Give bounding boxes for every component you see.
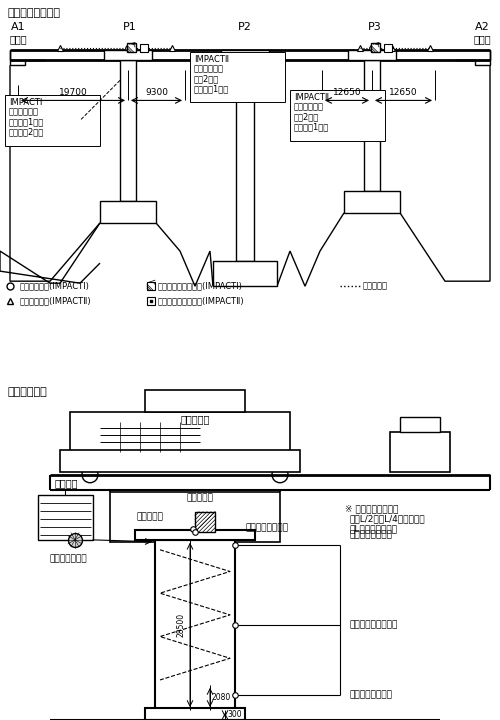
Polygon shape (455, 50, 490, 66)
Text: 橋脚中間部センサー: 橋脚中間部センサー (350, 621, 399, 629)
Bar (5, 95, 100, 145)
Text: 桁内2箇所: 桁内2箇所 (294, 112, 320, 122)
Bar (236, 60, 254, 261)
Text: 適宜L/2点、L/4点等に設置: 適宜L/2点、L/4点等に設置 (350, 515, 426, 523)
Text: 試験機本体: 試験機本体 (186, 494, 214, 503)
Text: 橋脚下部2箇所: 橋脚下部2箇所 (9, 127, 44, 137)
Text: ※ 桁内センサーは、: ※ 桁内センサーは、 (345, 505, 399, 514)
Text: 桁内センサ: 桁内センサ (136, 512, 164, 521)
Text: 衝撃振動試験機設置(IMPACTⅡ): 衝撃振動試験機設置(IMPACTⅡ) (158, 297, 244, 306)
Bar (104, 50, 152, 60)
Bar (60, 450, 300, 472)
Text: 2080: 2080 (212, 693, 231, 702)
Text: センサー設置(IMPACTⅡ): センサー設置(IMPACTⅡ) (20, 297, 92, 306)
Bar (190, 53, 285, 102)
Text: 橋脚頭部センサー: 橋脚頭部センサー (350, 531, 393, 539)
Text: センサー位置: センサー位置 (294, 102, 324, 112)
Text: 300: 300 (227, 711, 242, 719)
Bar (100, 201, 156, 223)
Text: 12650: 12650 (389, 89, 418, 97)
Bar (140, 44, 148, 53)
Bar (127, 43, 136, 53)
Text: センサー設置(IMPACTⅠ): センサー設置(IMPACTⅠ) (20, 282, 90, 291)
Text: 衝撃振動試験機設置(IMPACTⅠ): 衝撃振動試験機設置(IMPACTⅠ) (158, 282, 243, 291)
Text: 橋脚下端センサー: 橋脚下端センサー (350, 690, 393, 699)
Bar (390, 432, 450, 472)
Bar (213, 261, 277, 287)
Text: IMPACTⅡ: IMPACTⅡ (194, 55, 229, 64)
Bar (110, 492, 280, 541)
Bar (155, 540, 235, 710)
Text: （機材設置状況）: （機材設置状況） (8, 8, 61, 18)
Text: 橋脚天端1箇所: 橋脚天端1箇所 (194, 84, 229, 94)
Bar (371, 43, 380, 53)
Bar (38, 495, 93, 540)
Text: ゴンドラ: ゴンドラ (54, 478, 78, 487)
Text: 橋脚天端1箇所: 橋脚天端1箇所 (294, 122, 329, 132)
Text: IMPACTⅡ: IMPACTⅡ (294, 94, 329, 102)
Text: （計測状況）: （計測状況） (8, 387, 48, 397)
Bar (145, 390, 245, 412)
Bar (147, 282, 155, 290)
Text: 12650: 12650 (332, 89, 362, 97)
Bar (290, 91, 385, 140)
Text: A2: A2 (474, 22, 490, 32)
Bar (145, 708, 245, 720)
Circle shape (82, 467, 98, 482)
Text: 28500: 28500 (176, 613, 185, 637)
Text: 重錘による打撃: 重錘による打撃 (49, 555, 87, 564)
Text: P3: P3 (368, 22, 382, 32)
Text: 9300: 9300 (145, 89, 168, 97)
Text: 接続コード: 接続コード (363, 282, 388, 291)
Text: 19700: 19700 (58, 89, 87, 97)
Bar (147, 297, 155, 305)
Bar (384, 44, 392, 53)
Circle shape (272, 467, 288, 482)
Bar (70, 412, 290, 451)
Text: センサー位置: センサー位置 (194, 64, 224, 73)
Bar (400, 417, 440, 432)
Text: P2: P2 (238, 22, 252, 32)
Text: A1: A1 (10, 22, 26, 32)
Text: 榊野方: 榊野方 (9, 34, 27, 44)
Text: IMPACTⅠ: IMPACTⅠ (9, 99, 42, 107)
Polygon shape (10, 50, 45, 66)
Text: 橋梁点検車: 橋梁点検車 (180, 415, 210, 425)
Bar (195, 512, 215, 532)
Text: 吉野方: 吉野方 (473, 34, 491, 44)
Text: P1: P1 (123, 22, 137, 32)
Text: 橋脚天端1箇所: 橋脚天端1箇所 (9, 117, 44, 127)
Text: センサー位置: センサー位置 (9, 107, 39, 117)
Bar (364, 60, 380, 191)
Bar (221, 50, 269, 60)
Text: 橋脚天端センサー: 橋脚天端センサー (245, 523, 288, 532)
Bar (344, 191, 400, 213)
Bar (348, 50, 396, 60)
Bar (120, 60, 136, 201)
Text: （L：桁の支間長）: （L：桁の支間長） (350, 525, 398, 534)
Text: 桁内2箇所: 桁内2箇所 (194, 74, 219, 84)
Bar (135, 530, 255, 540)
